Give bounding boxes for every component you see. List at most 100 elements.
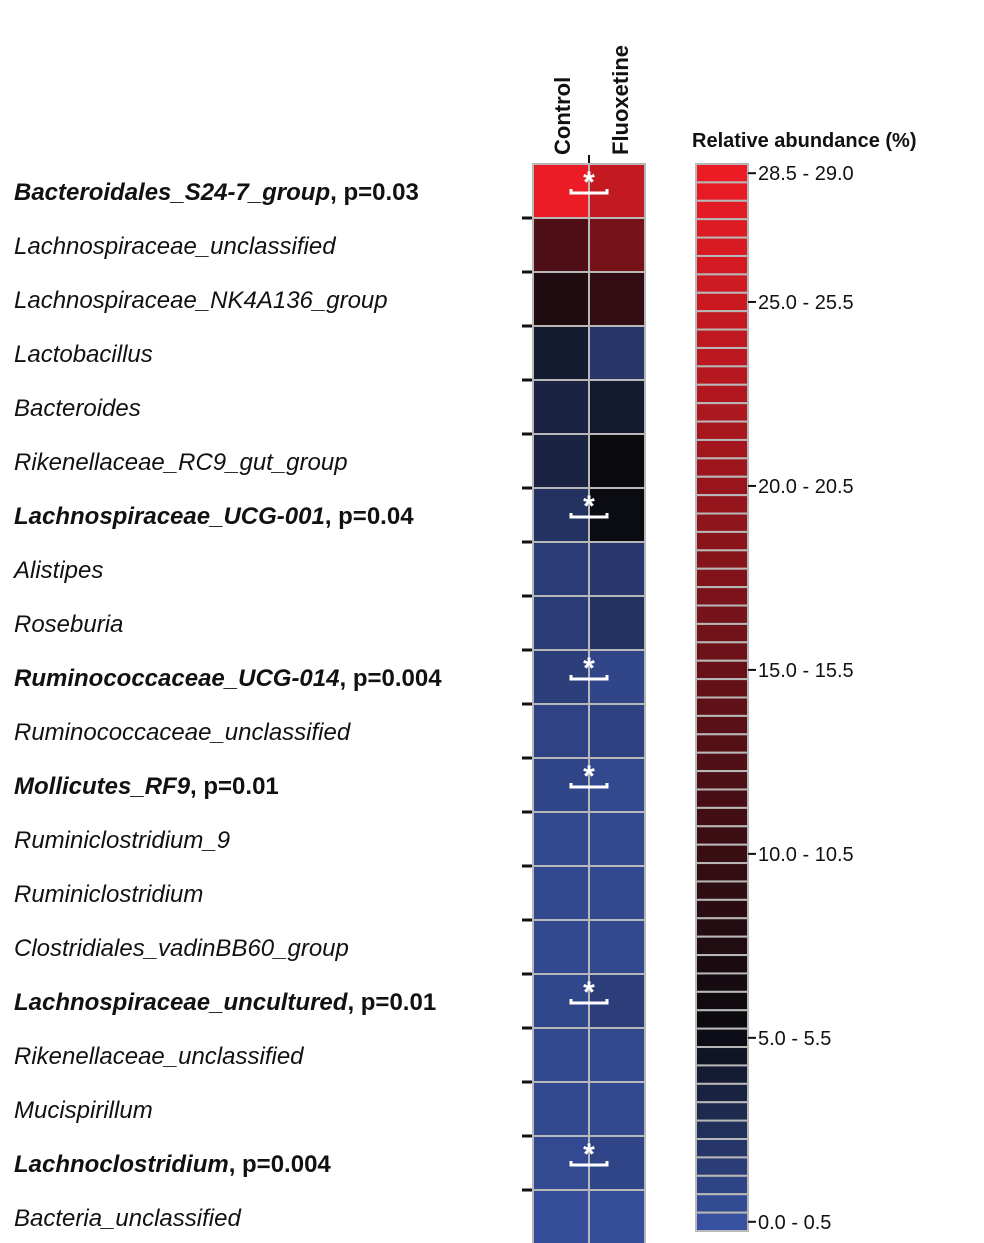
heatmap-cell — [532, 541, 590, 597]
legend-swatch — [695, 273, 749, 294]
significance-star: * — [583, 490, 595, 523]
legend-swatch — [695, 346, 749, 368]
heatmap-cell — [588, 919, 646, 975]
row-label-pvalue: , p=0.004 — [229, 1151, 332, 1178]
heatmap-cell — [532, 163, 590, 219]
legend-tick-label: 5.0 - 5.5 — [758, 1028, 831, 1050]
legend-swatch — [695, 512, 749, 533]
row-label-name: Mollicutes_RF9 — [14, 773, 191, 800]
heatmap-cell — [588, 973, 646, 1029]
legend-swatch — [695, 806, 749, 828]
legend-swatch — [695, 530, 749, 552]
heatmap-cell — [588, 703, 646, 759]
significance-marker: * — [569, 652, 609, 685]
heatmap-cell — [532, 811, 590, 867]
legend-swatch — [695, 678, 749, 699]
legend-title: Relative abundance (%) — [692, 130, 917, 152]
legend-swatch — [695, 181, 749, 202]
row-label-name: Roseburia — [14, 611, 123, 638]
legend-tick-labels: 28.5 - 29.0 25.0 - 25.5 20.0 - 20.5 15.0 - … — [748, 163, 854, 1234]
heatmap-cell — [532, 271, 590, 327]
row-label-name: Ruminiclostridium_9 — [14, 827, 230, 854]
row-label: Rikenellaceae_RC9_gut_group — [14, 449, 348, 476]
heatmap-cell — [532, 1081, 590, 1137]
legend-swatch — [695, 236, 749, 257]
row-label-name: Lachnoclostridium — [14, 1151, 229, 1178]
row-label: Alistipes — [12, 557, 103, 584]
row-label: Clostridiales_vadinBB60_group — [14, 935, 349, 962]
legend-swatch — [695, 714, 749, 736]
heatmap-cell — [588, 271, 646, 327]
legend-tick-label: 15.0 - 15.5 — [758, 660, 854, 682]
legend-swatch — [695, 788, 749, 809]
legend-swatch — [695, 770, 749, 791]
row-label-name: Bacteroidales_S24-7_group — [14, 179, 330, 206]
heatmap-cell — [588, 487, 646, 543]
row-label-name: Bacteria_unclassified — [14, 1205, 241, 1232]
legend-swatches — [695, 163, 749, 1232]
legend-swatch — [695, 935, 749, 957]
row-label: Lachnospiraceae_UCG-001, p=0.04 — [14, 503, 414, 530]
heatmap-cell — [588, 325, 646, 381]
heatmap-cell — [532, 973, 590, 1029]
legend-swatch — [695, 328, 749, 349]
heatmap-cell — [532, 757, 590, 813]
significance-bracket — [569, 1161, 609, 1167]
significance-marker: * — [569, 760, 609, 793]
row-label-pvalue: , p=0.04 — [325, 503, 414, 530]
legend-swatch — [695, 1193, 749, 1214]
row-label: Lachnospiraceae_unclassified — [14, 233, 336, 260]
legend-tick-label: 20.0 - 20.5 — [758, 476, 854, 498]
color-legend: Relative abundance (%) 28.5 - 29.0 25.0 -… — [692, 130, 917, 1234]
significance-star: * — [583, 652, 595, 685]
legend-swatch — [695, 420, 749, 441]
significance-marker: * — [569, 976, 609, 1009]
legend-swatch — [695, 898, 749, 920]
heatmap-cell — [588, 379, 646, 435]
heatmap-cell — [588, 1081, 646, 1137]
legend-swatch — [695, 1101, 749, 1122]
legend-swatch — [695, 586, 749, 607]
legend-swatch — [695, 733, 749, 754]
row-label-name: Rikenellaceae_unclassified — [14, 1043, 304, 1070]
row-label: Lactobacillus — [14, 341, 153, 368]
column-labels: Control Fluoxetine — [550, 45, 633, 166]
row-label: Lachnospiraceae_NK4A136_group — [14, 287, 388, 314]
heatmap-cell — [588, 1135, 646, 1191]
heatmap-cell — [532, 1135, 590, 1191]
row-label-pvalue: , p=0.01 — [190, 773, 279, 800]
legend-swatch — [695, 1046, 749, 1067]
row-label-name: Lactobacillus — [14, 341, 153, 368]
legend-swatch — [695, 1174, 749, 1196]
row-label-name: Lachnospiraceae_UCG-001 — [14, 503, 325, 530]
row-label-name: Clostridiales_vadinBB60_group — [14, 935, 349, 962]
legend-swatch — [695, 990, 749, 1012]
heatmap-cells — [532, 163, 646, 1243]
heatmap-cell — [588, 217, 646, 273]
significance-bracket — [569, 999, 609, 1005]
row-label-name: Lachnospiraceae_uncultured — [14, 989, 349, 1016]
row-label-name: Bacteroides — [14, 395, 141, 422]
heatmap-cell — [588, 1189, 646, 1243]
row-label-pvalue: , p=0.03 — [330, 179, 419, 206]
legend-swatch — [695, 862, 749, 883]
row-labels: Bacteroidales_S24-7_group, p=0.03 Lachnos… — [12, 179, 442, 1232]
row-label-pvalue: , p=0.01 — [347, 989, 436, 1016]
significance-star: * — [583, 760, 595, 793]
heatmap-cell — [588, 865, 646, 921]
row-label-name: Ruminococcaceae_UCG-014 — [14, 665, 339, 692]
legend-swatch — [695, 1211, 749, 1232]
row-label: Rikenellaceae_unclassified — [14, 1043, 304, 1070]
heatmap-cell — [532, 1189, 590, 1243]
legend-swatch — [695, 880, 749, 901]
legend-swatch — [695, 843, 749, 865]
row-label: Ruminococcaceae_UCG-014, p=0.004 — [14, 665, 442, 692]
heatmap-cell — [532, 865, 590, 921]
row-label-pvalue: , p=0.004 — [339, 665, 442, 692]
row-label: Ruminiclostridium — [14, 881, 203, 908]
legend-tick-label: 28.5 - 29.0 — [758, 163, 854, 185]
heatmap-cell — [532, 649, 590, 705]
heatmap-cell — [588, 163, 646, 219]
significance-star: * — [583, 1138, 595, 1171]
significance-marker: * — [569, 166, 609, 199]
